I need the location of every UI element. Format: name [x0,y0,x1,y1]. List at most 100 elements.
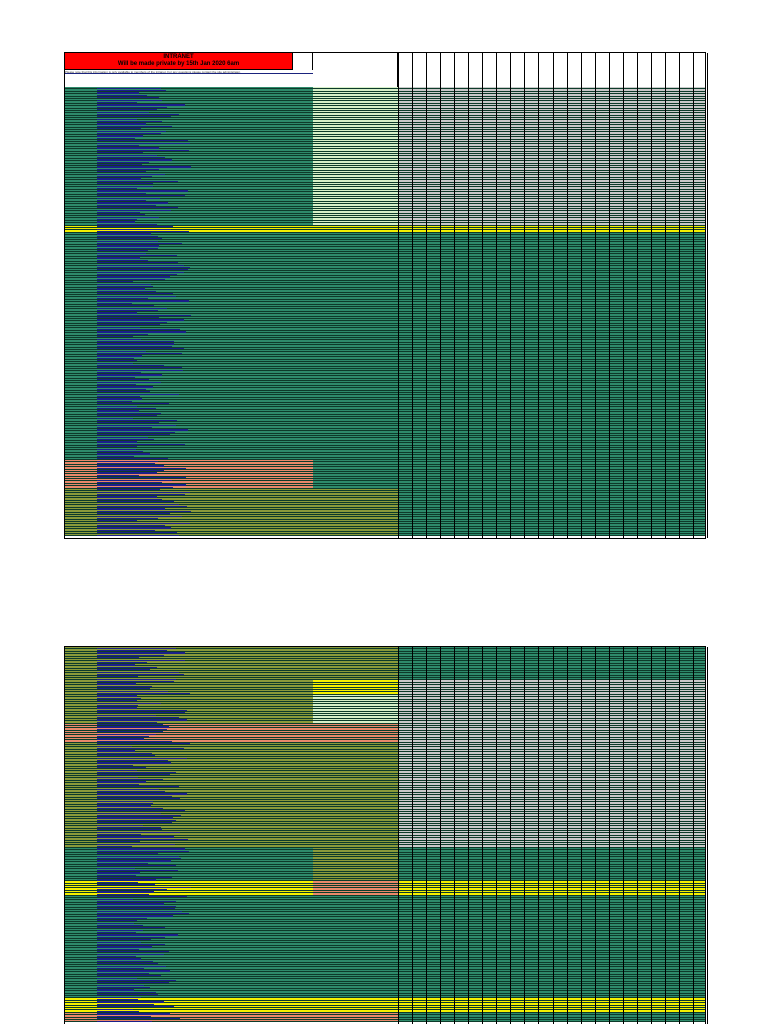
table-cell [313,907,398,909]
table-cell [95,988,215,991]
table-cell [293,678,313,680]
table-cell [65,776,95,778]
table-cell [95,833,215,836]
table-cell [215,957,293,960]
table-cell [95,443,215,445]
table-cell [215,182,293,185]
table-cell [398,101,705,103]
link-text [97,963,159,965]
table-cell [215,211,293,213]
grid-line [678,53,680,538]
link-text [97,372,141,374]
table-cell [95,1010,215,1013]
table-cell [398,369,705,371]
link-text [97,242,183,245]
table-cell [65,91,95,94]
table-row [65,199,705,202]
table-cell [293,790,313,792]
table-cell [398,419,705,421]
table-cell [215,1019,293,1022]
table-cell [293,170,313,173]
table-cell [293,153,313,156]
table-cell [215,531,293,534]
link-text [97,654,165,656]
link-text [97,920,138,922]
table-cell [313,792,398,795]
table-row [65,929,705,932]
table-cell [398,455,705,457]
link-text [97,936,165,939]
table-cell [95,376,215,379]
table-cell [293,950,313,952]
table-cell [215,345,293,347]
table-cell [398,709,705,711]
link-text [97,738,145,740]
table-cell [215,204,293,206]
table-cell [293,737,313,740]
table-cell [65,125,95,127]
table-cell [293,998,313,1000]
table-cell [313,728,398,730]
table-cell [398,776,705,778]
table-cell [313,656,398,658]
link-text [97,152,144,154]
table-cell [95,845,215,848]
table-cell [65,323,95,326]
table-cell [293,917,313,919]
table-cell [293,459,313,462]
table-cell [313,378,398,381]
link-text [97,874,136,876]
table-cell [95,294,215,297]
table-cell [313,876,398,878]
table-cell [313,137,398,139]
table-row [65,531,705,535]
table-row [65,718,705,722]
table-cell [313,156,398,158]
table-cell [293,240,313,242]
grid-line [552,53,554,538]
table-cell [398,471,705,474]
table-cell [293,321,313,323]
link-text [97,649,167,652]
table-cell [95,469,215,472]
table-cell [398,340,705,342]
table-cell [65,404,95,407]
table-cell [293,419,313,421]
link-text [97,125,173,128]
table-row [65,972,705,975]
table-row [65,711,705,714]
table-cell [313,701,398,704]
data-rows [65,647,705,1023]
table-cell [95,534,215,536]
table-cell [293,752,313,754]
table-cell [398,768,705,771]
table-cell [293,373,313,376]
table-cell [95,144,215,147]
table-cell [398,512,705,514]
link-text [97,941,141,943]
table-cell [398,173,705,175]
table-cell [398,397,705,400]
table-row [65,931,705,934]
link-text [97,671,180,673]
link-text [97,357,135,359]
table-cell [215,278,293,280]
table-cell [293,400,313,402]
table-cell [398,692,705,694]
link-text [97,501,175,503]
table-row [65,400,705,403]
table-cell [95,735,215,738]
table-cell [398,251,705,254]
table-row [65,847,705,851]
table-cell [215,402,293,404]
link-text [97,994,158,996]
table-row [65,187,705,190]
table-cell [95,357,215,359]
table-cell [293,290,313,292]
table-cell [398,388,705,390]
table-cell [65,364,95,366]
table-cell [95,673,215,676]
header-title: INTRANET [163,54,194,60]
table-cell [65,519,95,522]
table-cell [313,185,398,187]
